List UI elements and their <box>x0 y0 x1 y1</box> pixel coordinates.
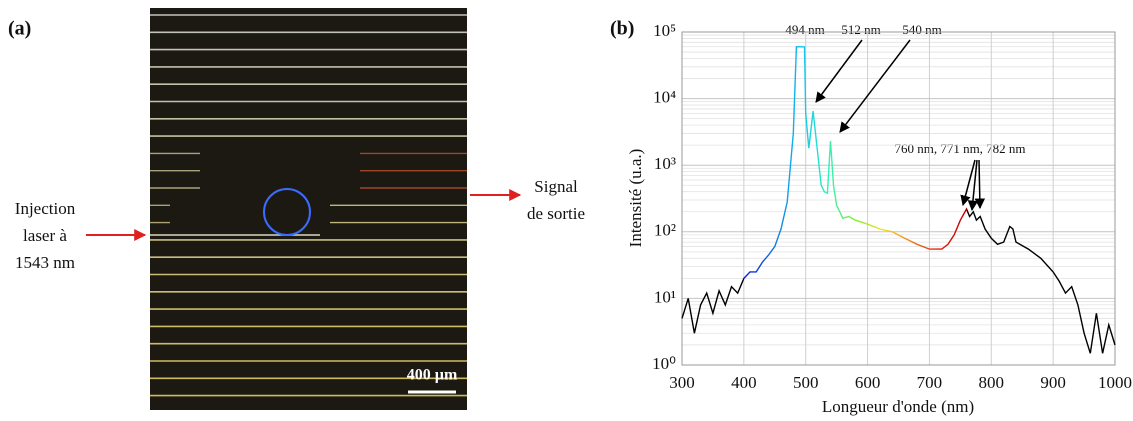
y-tick-label: 10⁵ <box>653 21 676 40</box>
x-tick-label: 600 <box>855 373 881 392</box>
x-tick-label: 500 <box>793 373 819 392</box>
ring-resonator <box>263 188 311 236</box>
x-tick-label: 800 <box>979 373 1005 392</box>
x-tick-label: 300 <box>669 373 695 392</box>
plot-frame <box>681 31 1116 366</box>
panel-label: (b) <box>610 18 634 40</box>
scale-bar-label: 400 µm <box>407 367 458 384</box>
y-tick-label: 10¹ <box>654 287 676 306</box>
y-tick-label: 10⁴ <box>653 88 676 107</box>
input-label: laser à <box>23 226 67 245</box>
spectrum-line <box>681 46 1116 354</box>
x-axis-label: Longueur d'onde (nm) <box>822 397 974 416</box>
annotation-arrow <box>839 39 911 133</box>
annotation: 494 nm <box>785 22 824 37</box>
x-tick-label: 700 <box>917 373 943 392</box>
panel-label: (a) <box>8 18 31 40</box>
y-tick-label: 10⁰ <box>652 354 676 373</box>
input-label: Injection <box>15 199 76 218</box>
output-label: Signal <box>534 177 578 196</box>
x-tick-label: 900 <box>1040 373 1066 392</box>
annotation: 760 nm, 771 nm, 782 nm <box>894 141 1025 156</box>
x-tick-label: 400 <box>731 373 757 392</box>
annotation-arrow <box>815 39 863 103</box>
y-axis-label: Intensité (u.a.) <box>626 149 645 248</box>
y-tick-label: 10³ <box>654 154 676 173</box>
panel-a: (a) 400 µm Injection laser à 1543 nm Sig… <box>8 8 585 410</box>
panel-b: (b) Longueur d'onde (nm) Intensité (u.a.… <box>610 18 1132 416</box>
annotation-arrow <box>974 159 986 210</box>
output-label: de sortie <box>527 204 585 223</box>
annotation: 512 nm <box>841 22 880 37</box>
annotation: 540 nm <box>902 22 941 37</box>
micrograph <box>150 8 467 410</box>
input-label: 1543 nm <box>15 253 75 272</box>
annotation-arrow <box>967 159 979 212</box>
x-tick-label: 1000 <box>1098 373 1132 392</box>
annotation-arrow <box>960 159 976 207</box>
y-tick-label: 10² <box>654 221 676 240</box>
